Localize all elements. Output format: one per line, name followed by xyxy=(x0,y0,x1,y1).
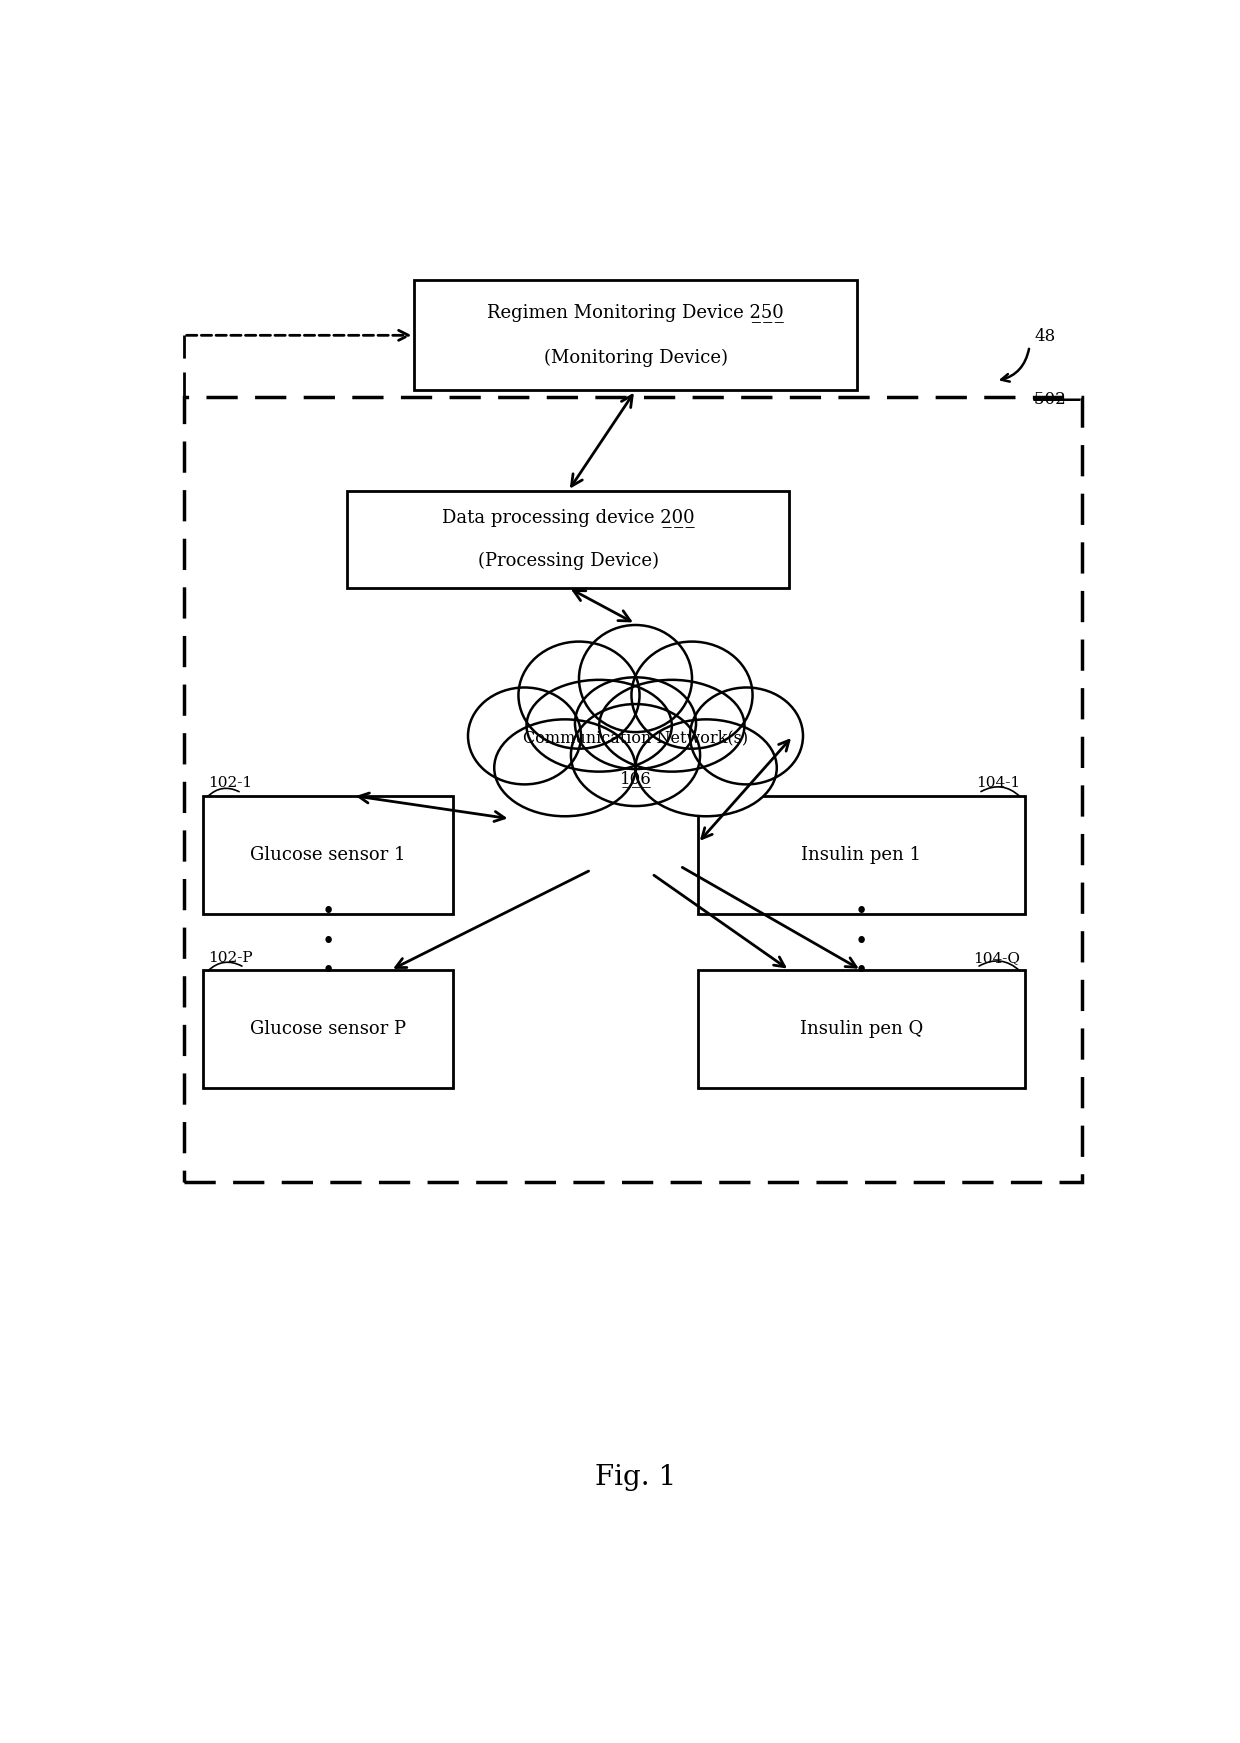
Bar xyxy=(203,971,453,1088)
Text: •: • xyxy=(321,960,335,983)
Ellipse shape xyxy=(518,641,640,749)
Text: •: • xyxy=(854,931,868,953)
Bar xyxy=(203,795,453,913)
Text: Fig. 1: Fig. 1 xyxy=(595,1464,676,1490)
Text: Insulin pen 1: Insulin pen 1 xyxy=(801,845,921,865)
Text: Data processing device 2̲0̲0̲: Data processing device 2̲0̲0̲ xyxy=(441,509,694,528)
Bar xyxy=(698,971,1024,1088)
Bar xyxy=(414,281,857,390)
Ellipse shape xyxy=(635,720,776,816)
Text: 102-P: 102-P xyxy=(208,950,253,966)
Text: 1̲0̲6̲: 1̲0̲6̲ xyxy=(620,770,651,786)
FancyArrowPatch shape xyxy=(208,962,242,971)
Ellipse shape xyxy=(527,680,672,772)
Text: 104-1: 104-1 xyxy=(976,776,1019,790)
Bar xyxy=(184,397,1083,1182)
Text: Glucose sensor 1: Glucose sensor 1 xyxy=(250,845,405,865)
Text: •: • xyxy=(854,901,868,924)
Ellipse shape xyxy=(579,626,692,732)
FancyArrowPatch shape xyxy=(1002,349,1029,382)
Text: •: • xyxy=(854,960,868,983)
Text: (Monitoring Device): (Monitoring Device) xyxy=(543,349,728,368)
Text: Glucose sensor P: Glucose sensor P xyxy=(250,1020,405,1039)
Ellipse shape xyxy=(570,704,701,805)
Text: 104-Q: 104-Q xyxy=(973,950,1019,966)
Ellipse shape xyxy=(631,641,753,749)
Text: Insulin pen Q: Insulin pen Q xyxy=(800,1020,923,1039)
Ellipse shape xyxy=(599,680,744,772)
Ellipse shape xyxy=(495,720,635,816)
Ellipse shape xyxy=(575,678,696,769)
Bar xyxy=(698,795,1024,913)
Text: •: • xyxy=(321,931,335,953)
Text: (Processing Device): (Processing Device) xyxy=(477,553,658,570)
FancyArrowPatch shape xyxy=(981,786,1019,797)
Text: Regimen Monitoring Device 2̲5̲0̲: Regimen Monitoring Device 2̲5̲0̲ xyxy=(487,303,784,322)
Text: 48: 48 xyxy=(1034,328,1055,345)
Text: Communication Network(s): Communication Network(s) xyxy=(523,730,748,746)
Ellipse shape xyxy=(689,687,804,784)
FancyArrowPatch shape xyxy=(980,960,1019,971)
Bar xyxy=(347,492,789,587)
FancyArrowPatch shape xyxy=(208,788,239,797)
Text: •: • xyxy=(321,901,335,924)
Text: 102-1: 102-1 xyxy=(208,776,252,790)
Text: 502: 502 xyxy=(1034,390,1071,408)
Ellipse shape xyxy=(467,687,582,784)
